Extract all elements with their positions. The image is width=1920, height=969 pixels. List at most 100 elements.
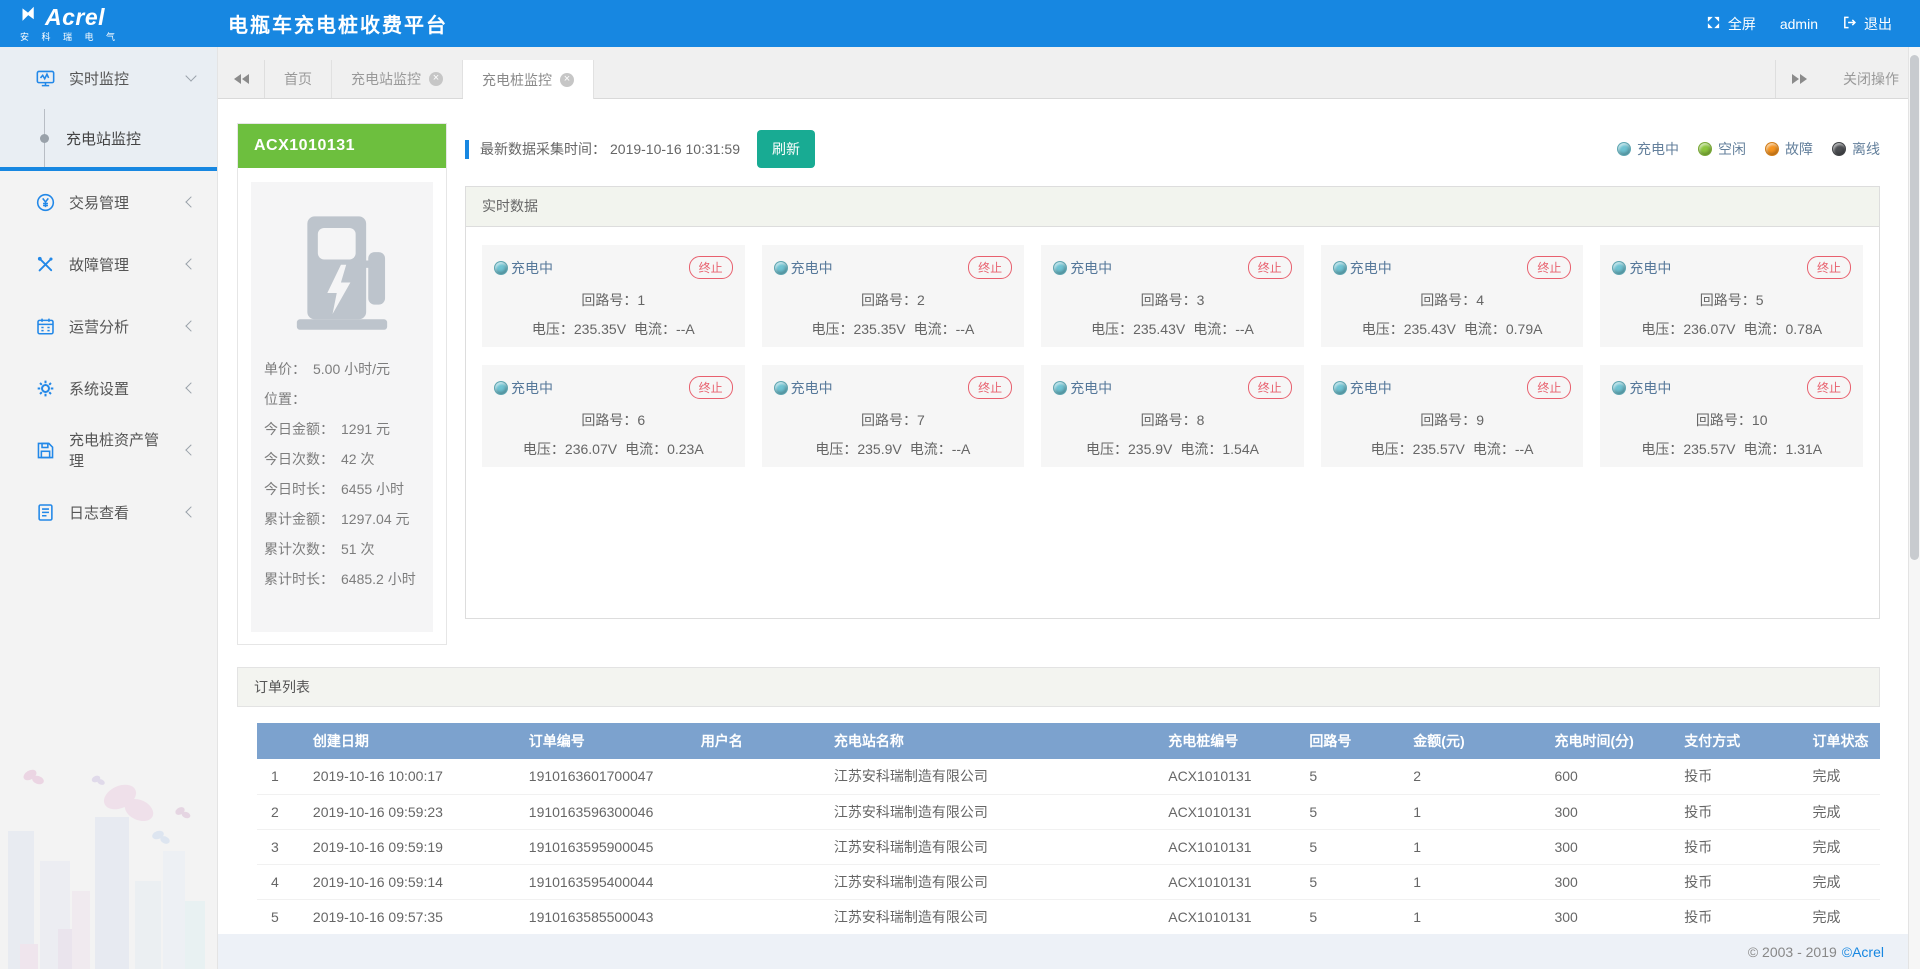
- circuit-readings: 电压：235.43V 电流：--A: [1091, 321, 1254, 337]
- monitor-section: 最新数据采集时间： 2019-10-16 10:31:59 刷新 充电中 空闲: [465, 129, 1880, 619]
- charging-status-dot-icon: [773, 260, 788, 275]
- footer-brand-link[interactable]: ©Acrel: [1841, 943, 1884, 960]
- stat-row: 累计次数： 51 次: [251, 534, 433, 564]
- terminate-button[interactable]: 终止: [688, 256, 733, 279]
- legend-dot-icon: [1617, 142, 1631, 156]
- log-icon: [36, 503, 55, 522]
- circuit-number: 回路号：3: [1140, 292, 1205, 308]
- legend-label: 充电中: [1637, 141, 1679, 157]
- column-header: 订单状态: [1808, 723, 1880, 759]
- scrollbar-thumb[interactable]: [1910, 55, 1919, 560]
- circuit-card: 充电中 终止 回路号：9 电压：235.57V 电流：--A: [1320, 365, 1584, 467]
- tab-close-icon[interactable]: ×: [560, 72, 574, 87]
- charging-status-label: 充电中: [511, 259, 553, 276]
- table-row[interactable]: 2 2019-10-16 09:59:23 1910163596300046 江…: [257, 794, 1880, 830]
- terminate-button[interactable]: 终止: [1527, 376, 1572, 399]
- refresh-button[interactable]: 刷新: [757, 130, 815, 168]
- sidebar: 实时监控 充电站监控 交易管理: [0, 47, 218, 969]
- table-row[interactable]: 4 2019-10-16 09:59:14 1910163595400044 江…: [257, 864, 1880, 900]
- cell-minutes: 300: [1550, 899, 1681, 935]
- cell-pay: 投币: [1680, 759, 1809, 795]
- sidebar-item-label: 实时监控: [69, 70, 130, 88]
- sidebar-item-label: 充电桩资产管理: [69, 432, 160, 470]
- terminate-button[interactable]: 终止: [1247, 256, 1292, 279]
- stat-label: 今日次数：: [264, 451, 334, 467]
- column-header: 支付方式: [1680, 723, 1809, 759]
- terminate-button[interactable]: 终止: [1527, 256, 1572, 279]
- stat-label: 累计金额：: [264, 511, 334, 527]
- stat-value: 1297.04 元: [341, 511, 410, 527]
- sidebar-item[interactable]: 运营分析: [0, 295, 217, 357]
- main-content: ACX1010131: [218, 99, 1908, 935]
- tab[interactable]: 充电桩监控 ×: [463, 60, 594, 99]
- logo-text: Acrel: [45, 3, 106, 30]
- footer: © 2003 - 2019 ©Acrel: [218, 934, 1908, 969]
- sidebar-subitem-charging-station[interactable]: 充电站监控: [0, 109, 217, 167]
- column-header: 用户名: [696, 723, 830, 759]
- terminate-button[interactable]: 终止: [1247, 376, 1292, 399]
- table-row[interactable]: 5 2019-10-16 09:57:35 1910163585500043 江…: [257, 899, 1880, 935]
- index-column-header: [257, 723, 309, 759]
- cell-station: 江苏安科瑞制造有限公司: [829, 829, 1165, 865]
- tabs-scroll-right-button[interactable]: [1775, 60, 1822, 98]
- current-value: --A: [676, 321, 695, 337]
- charging-status-label: 充电中: [1070, 379, 1113, 396]
- cell-status: 完成: [1808, 794, 1880, 830]
- sidebar-item[interactable]: 充电桩资产管理: [0, 419, 217, 481]
- row-index: 4: [257, 864, 309, 900]
- sidebar-item[interactable]: 实时监控: [0, 47, 217, 109]
- copyright-text: © 2003 - 2019: [1747, 943, 1837, 960]
- station-card-title: ACX1010131: [238, 124, 446, 168]
- fullscreen-button[interactable]: 全屏: [1706, 14, 1756, 34]
- circuit-card: 充电中 终止 回路号：7 电压：235.9V 电流：--A: [761, 365, 1025, 467]
- close-operations-button[interactable]: 关闭操作: [1843, 71, 1899, 87]
- page-scrollbar[interactable]: [1908, 47, 1920, 969]
- chevron-icon: [185, 382, 197, 394]
- current-value: 0.78A: [1785, 321, 1823, 337]
- voltage-value: 235.35V: [573, 321, 627, 337]
- tab[interactable]: 首页: [265, 60, 332, 98]
- charging-status-label: 充电中: [1629, 259, 1672, 276]
- charging-status-label: 充电中: [1070, 259, 1113, 276]
- cell-minutes: 300: [1550, 829, 1681, 865]
- circuit-readings: 电压：235.9V 电流：1.54A: [1086, 441, 1259, 457]
- transaction-icon: [36, 193, 55, 212]
- table-row[interactable]: 1 2019-10-16 10:00:17 1910163601700047 江…: [257, 759, 1880, 795]
- terminate-button[interactable]: 终止: [968, 256, 1013, 279]
- circuit-number: 回路号：8: [1140, 412, 1205, 428]
- stat-label: 位置：: [264, 391, 306, 407]
- logout-button[interactable]: 退出: [1842, 14, 1892, 34]
- column-header: 订单编号: [524, 723, 697, 759]
- cell-amount: 1: [1409, 864, 1551, 900]
- circuit-card: 充电中 终止 回路号：10 电压：235.57V 电流：1.31A: [1600, 365, 1863, 467]
- logo-subtitle: 安 科 瑞 电 气: [20, 32, 121, 42]
- table-row[interactable]: 3 2019-10-16 09:59:19 1910163595900045 江…: [257, 829, 1880, 865]
- cell-pay: 投币: [1680, 899, 1809, 935]
- terminate-button[interactable]: 终止: [688, 376, 733, 399]
- terminate-button[interactable]: 终止: [968, 376, 1013, 399]
- charging-status-dot-icon: [1332, 380, 1347, 395]
- circuit-card: 充电中 终止 回路号：6 电压：236.07V 电流：0.23A: [482, 365, 745, 467]
- legend-label: 离线: [1852, 141, 1880, 157]
- stat-value: 42 次: [341, 451, 375, 467]
- sidebar-item[interactable]: 日志查看: [0, 481, 217, 543]
- cell-date: 2019-10-16 09:59:19: [308, 829, 525, 865]
- username[interactable]: admin: [1779, 15, 1818, 32]
- tab-close-icon[interactable]: ×: [429, 72, 443, 86]
- cell-order-no: 1910163595400044: [524, 864, 697, 900]
- tab[interactable]: 充电站监控 ×: [332, 60, 463, 98]
- sidebar-item[interactable]: 故障管理: [0, 233, 217, 295]
- circuit-number: 回路号：2: [860, 292, 925, 308]
- sidebar-item[interactable]: 交易管理: [0, 171, 217, 233]
- city-butterflies-watermark: [0, 739, 217, 969]
- fullscreen-icon: [1706, 15, 1721, 33]
- stat-value: 51 次: [341, 541, 375, 557]
- sidebar-item[interactable]: 系统设置: [0, 357, 217, 419]
- tabs-scroll-left-button[interactable]: [218, 60, 265, 98]
- chevron-icon: [185, 258, 197, 270]
- terminate-button[interactable]: 终止: [1806, 256, 1851, 279]
- charging-status-dot-icon: [494, 260, 508, 275]
- cell-pile: ACX1010131: [1164, 794, 1306, 830]
- terminate-button[interactable]: 终止: [1806, 376, 1851, 399]
- cell-pay: 投币: [1680, 829, 1809, 865]
